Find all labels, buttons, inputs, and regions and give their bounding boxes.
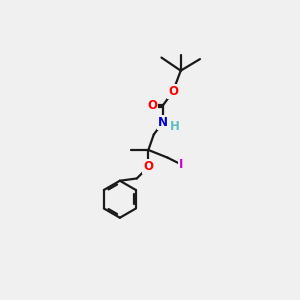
Text: O: O: [143, 160, 153, 173]
Text: N: N: [158, 116, 168, 129]
Text: O: O: [147, 99, 157, 112]
Text: O: O: [168, 85, 178, 98]
Text: I: I: [179, 158, 184, 171]
Text: H: H: [170, 120, 180, 133]
